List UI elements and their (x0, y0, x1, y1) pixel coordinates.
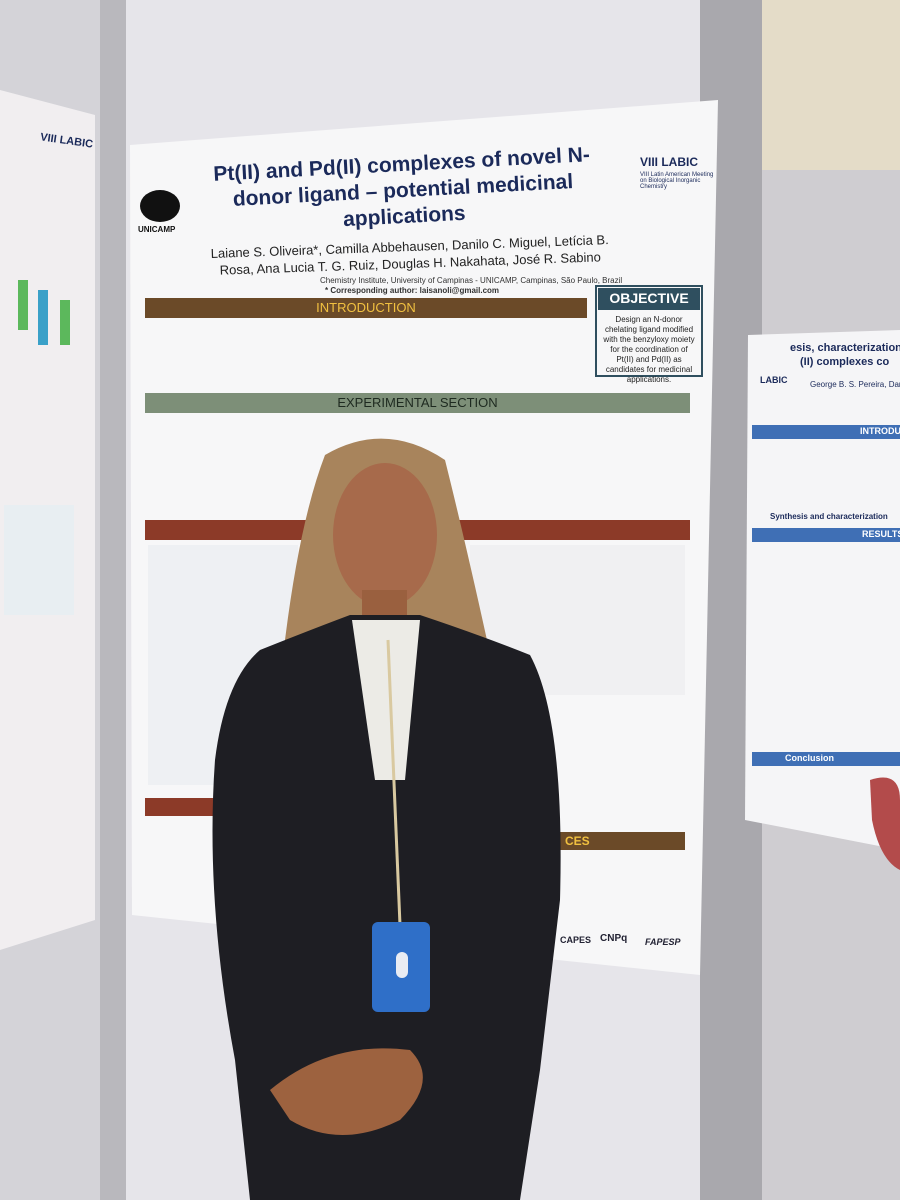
intro-bar (145, 298, 587, 318)
pole (100, 0, 126, 1200)
sponsor: CNPq (600, 933, 628, 944)
unicamp-emblem (140, 190, 180, 222)
section-bar (145, 798, 225, 816)
right-poster-heading: RESULTS (862, 529, 900, 539)
sponsor: FAPESP (645, 937, 681, 947)
right-poster-band (752, 752, 900, 766)
left-poster-graphic (18, 280, 28, 330)
left-poster-graphic (38, 290, 48, 345)
objective-heading: OBJECTIVE (609, 290, 689, 306)
labic-subtitle: VIII Latin American Meeting on Biologica… (640, 172, 714, 190)
right-poster-band (752, 425, 900, 439)
references-heading: CES (565, 834, 590, 848)
poster-affiliation: Chemistry Institute, University of Campi… (320, 276, 623, 285)
poster-corresponding: * Corresponding author: laisanoli@gmail.… (325, 286, 500, 295)
badge-hole (396, 952, 408, 978)
face (333, 463, 437, 607)
right-poster-heading: Conclusion (785, 753, 834, 763)
right-poster-heading: Synthesis and characterization (770, 512, 888, 521)
unicamp-logo: UNICAMP (138, 225, 176, 234)
experimental-bar (145, 393, 690, 413)
experimental-heading: EXPERIMENTAL SECTION (337, 395, 498, 410)
sponsor: CAPES (560, 935, 592, 945)
right-poster-authors: George B. S. Pereira, Dario B. (810, 380, 900, 389)
person-edge (870, 777, 900, 870)
labic-logo: VIII LABIC (640, 155, 699, 169)
hands (270, 1048, 423, 1135)
right-wall-top (762, 0, 900, 170)
right-poster-logo: LABIC (760, 375, 788, 385)
intro-heading: INTRODUCTION (316, 300, 416, 315)
objective-bar (598, 288, 700, 310)
objective-text: Design an N-donor chelating ligand modif… (603, 315, 695, 384)
right-poster-heading: INTRODU (860, 426, 900, 436)
objective-box (595, 285, 703, 377)
right-poster-title: (II) complexes co (800, 356, 890, 368)
right-poster (745, 330, 900, 850)
shirt (352, 620, 420, 780)
references-bar (560, 832, 685, 850)
blazer (212, 615, 561, 1200)
lanyard (386, 639, 402, 926)
right-poster-title: esis, characterization and b (790, 342, 900, 354)
left-poster-graphic (4, 505, 74, 615)
left-poster-graphic (60, 300, 70, 345)
right-poster-band (752, 528, 900, 542)
